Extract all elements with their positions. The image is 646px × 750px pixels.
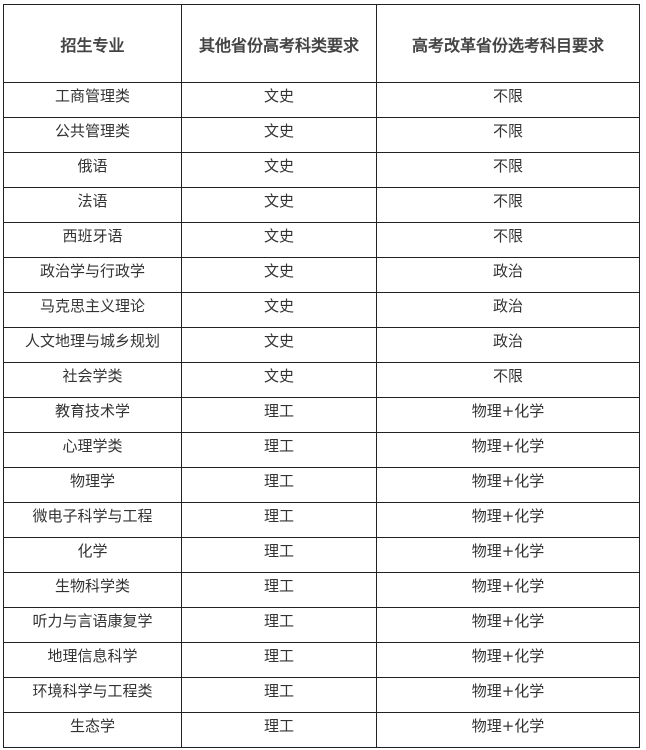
elective-requirement-cell: 不限	[376, 362, 640, 398]
elective-requirement-cell: 政治	[376, 327, 640, 363]
subject-category-cell: 理工	[181, 572, 377, 608]
elective-requirement-cell: 物理+化学	[376, 502, 640, 538]
major-cell: 物理学	[3, 467, 182, 503]
subject-category-cell: 理工	[181, 432, 377, 468]
major-cell: 微电子科学与工程	[3, 502, 182, 538]
header-reform-provinces: 高考改革省份选考科目要求	[376, 4, 640, 83]
table-row: 公共管理类 文史 不限	[3, 117, 640, 153]
subject-category-cell: 理工	[181, 607, 377, 643]
elective-requirement-cell: 物理+化学	[376, 677, 640, 713]
header-major: 招生专业	[3, 4, 182, 83]
major-cell: 听力与言语康复学	[3, 607, 182, 643]
elective-requirement-cell: 不限	[376, 187, 640, 223]
elective-requirement-cell: 政治	[376, 292, 640, 328]
major-cell: 政治学与行政学	[3, 257, 182, 293]
elective-requirement-cell: 物理+化学	[376, 467, 640, 503]
major-cell: 马克思主义理论	[3, 292, 182, 328]
subject-category-cell: 理工	[181, 642, 377, 678]
major-cell: 人文地理与城乡规划	[3, 327, 182, 363]
major-cell: 教育技术学	[3, 397, 182, 433]
table-row: 教育技术学 理工 物理+化学	[3, 397, 640, 433]
subject-category-cell: 文史	[181, 187, 377, 223]
subject-category-cell: 文史	[181, 82, 377, 118]
table-row: 物理学 理工 物理+化学	[3, 467, 640, 503]
table-row: 生态学 理工 物理+化学	[3, 712, 640, 748]
elective-requirement-cell: 物理+化学	[376, 572, 640, 608]
table-row: 人文地理与城乡规划 文史 政治	[3, 327, 640, 363]
subject-category-cell: 理工	[181, 502, 377, 538]
header-row: 招生专业 其他省份高考科类要求 高考改革省份选考科目要求	[3, 4, 640, 83]
subject-category-cell: 理工	[181, 537, 377, 573]
table-row: 西班牙语 文史 不限	[3, 222, 640, 258]
subject-category-cell: 理工	[181, 397, 377, 433]
subject-category-cell: 理工	[181, 677, 377, 713]
table-row: 化学 理工 物理+化学	[3, 537, 640, 573]
table-row: 环境科学与工程类 理工 物理+化学	[3, 677, 640, 713]
elective-requirement-cell: 不限	[376, 222, 640, 258]
major-cell: 生态学	[3, 712, 182, 748]
table-row: 政治学与行政学 文史 政治	[3, 257, 640, 293]
elective-requirement-cell: 不限	[376, 82, 640, 118]
subject-category-cell: 文史	[181, 362, 377, 398]
major-cell: 西班牙语	[3, 222, 182, 258]
major-cell: 地理信息科学	[3, 642, 182, 678]
subject-category-cell: 理工	[181, 467, 377, 503]
table-row: 工商管理类 文史 不限	[3, 82, 640, 118]
table-row: 听力与言语康复学 理工 物理+化学	[3, 607, 640, 643]
subject-category-cell: 文史	[181, 327, 377, 363]
elective-requirement-cell: 物理+化学	[376, 537, 640, 573]
table-row: 心理学类 理工 物理+化学	[3, 432, 640, 468]
major-cell: 公共管理类	[3, 117, 182, 153]
elective-requirement-cell: 不限	[376, 117, 640, 153]
subject-category-cell: 文史	[181, 152, 377, 188]
subject-category-cell: 文史	[181, 222, 377, 258]
table-row: 俄语 文史 不限	[3, 152, 640, 188]
elective-requirement-cell: 物理+化学	[376, 712, 640, 748]
subject-category-cell: 理工	[181, 712, 377, 748]
elective-requirement-cell: 物理+化学	[376, 607, 640, 643]
subject-category-cell: 文史	[181, 292, 377, 328]
subject-category-cell: 文史	[181, 257, 377, 293]
major-cell: 社会学类	[3, 362, 182, 398]
admission-requirements-table: 招生专业 其他省份高考科类要求 高考改革省份选考科目要求 工商管理类 文史 不限 公共…	[3, 4, 640, 748]
elective-requirement-cell: 不限	[376, 152, 640, 188]
major-cell: 俄语	[3, 152, 182, 188]
elective-requirement-cell: 物理+化学	[376, 642, 640, 678]
elective-requirement-cell: 物理+化学	[376, 397, 640, 433]
table-row: 社会学类 文史 不限	[3, 362, 640, 398]
major-cell: 法语	[3, 187, 182, 223]
header-other-provinces: 其他省份高考科类要求	[181, 4, 377, 83]
major-cell: 化学	[3, 537, 182, 573]
table-row: 微电子科学与工程 理工 物理+化学	[3, 502, 640, 538]
elective-requirement-cell: 政治	[376, 257, 640, 293]
major-cell: 环境科学与工程类	[3, 677, 182, 713]
major-cell: 心理学类	[3, 432, 182, 468]
table-row: 地理信息科学 理工 物理+化学	[3, 642, 640, 678]
table-row: 马克思主义理论 文史 政治	[3, 292, 640, 328]
elective-requirement-cell: 物理+化学	[376, 432, 640, 468]
subject-category-cell: 文史	[181, 117, 377, 153]
major-cell: 生物科学类	[3, 572, 182, 608]
table-row: 法语 文史 不限	[3, 187, 640, 223]
table-row: 生物科学类 理工 物理+化学	[3, 572, 640, 608]
major-cell: 工商管理类	[3, 82, 182, 118]
